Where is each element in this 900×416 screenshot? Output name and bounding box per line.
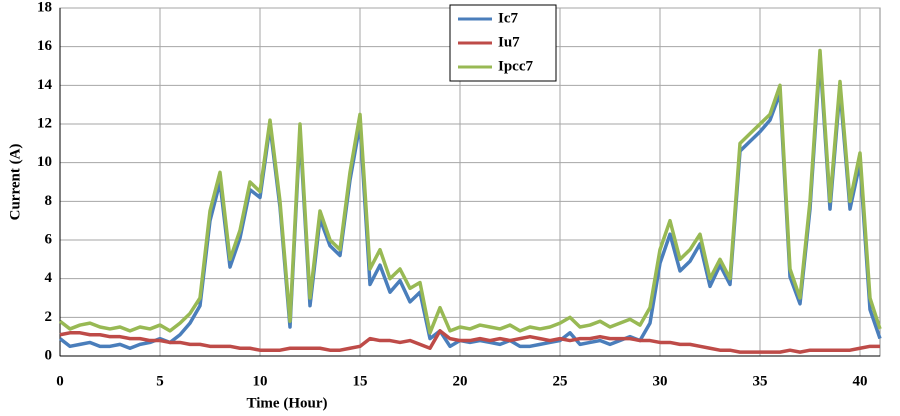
x-tick-label: 0 <box>56 373 64 389</box>
x-tick-label: 40 <box>853 373 868 389</box>
y-tick-label: 18 <box>37 0 52 15</box>
y-tick-label: 16 <box>37 38 53 54</box>
y-tick-label: 6 <box>45 231 53 247</box>
series-line <box>58 48 882 335</box>
x-tick-label: 10 <box>253 373 268 389</box>
x-tick-label: 20 <box>453 373 468 389</box>
legend-label: Iu7 <box>498 34 520 50</box>
x-tick-label: 5 <box>156 373 164 389</box>
x-tick-label: 25 <box>553 373 568 389</box>
y-tick-label: 12 <box>37 115 52 131</box>
legend-label: Ic7 <box>498 10 518 26</box>
y-tick-label: 14 <box>37 77 53 93</box>
y-tick-label: 10 <box>37 154 52 170</box>
x-axis-title: Time (Hour) <box>247 395 328 411</box>
y-tick-label: 8 <box>45 193 53 209</box>
series-line <box>58 56 882 351</box>
x-tick-label: 35 <box>753 373 768 389</box>
y-tick-label: 0 <box>45 347 53 363</box>
x-tick-label: 30 <box>653 373 668 389</box>
series-line <box>59 329 880 354</box>
legend-label: Ipcc7 <box>498 58 533 74</box>
y-tick-label: 4 <box>45 270 53 286</box>
y-tick-label: 2 <box>45 309 53 325</box>
x-tick-label: 15 <box>353 373 368 389</box>
y-axis-title: Current (A) <box>7 144 23 221</box>
